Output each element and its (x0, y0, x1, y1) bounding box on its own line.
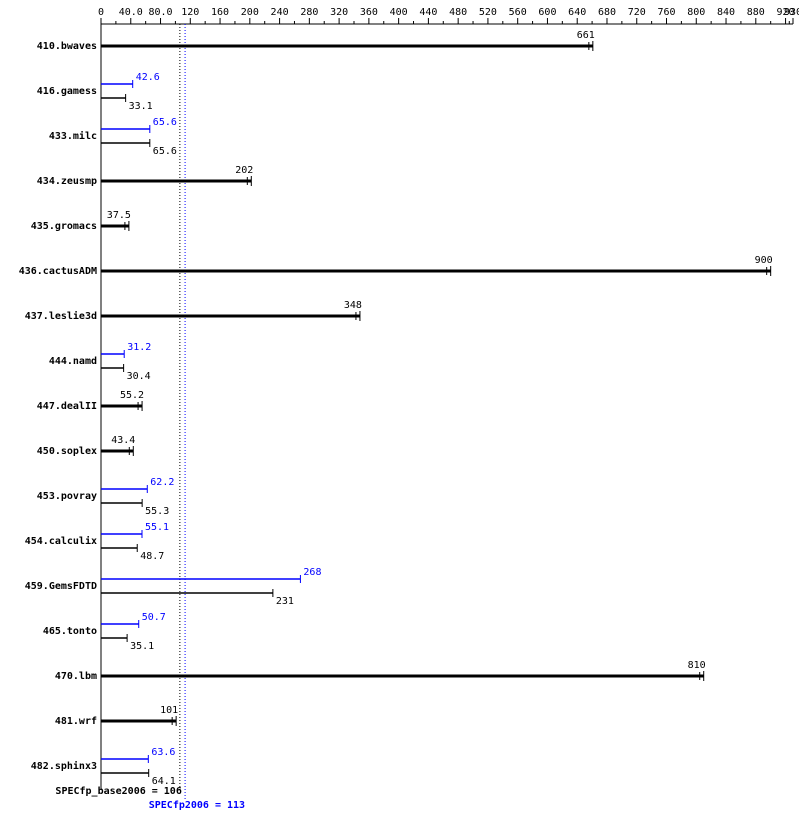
axis-tick-label: 120 (181, 7, 199, 18)
benchmark-label: 465.tonto (43, 626, 97, 637)
axis-tick-label: 480 (449, 7, 467, 18)
axis-tick-label: 320 (330, 7, 348, 18)
benchmark-label: 434.zeusmp (37, 176, 97, 187)
benchmark-label: 450.soplex (37, 446, 97, 457)
axis-tick-label: 930 (784, 7, 799, 18)
axis-tick-label: 40.0 (119, 7, 143, 18)
benchmark-label: 459.GemsFDTD (25, 581, 97, 592)
base-value: 55.2 (120, 390, 144, 401)
base-value: 348 (344, 300, 362, 311)
base-value: 30.4 (127, 371, 151, 382)
axis-tick-label: 760 (657, 7, 675, 18)
benchmark-label: 470.lbm (55, 671, 97, 682)
base-value: 202 (235, 165, 253, 176)
benchmark-label: 437.leslie3d (25, 310, 97, 322)
axis-tick-label: 680 (598, 7, 616, 18)
peak-value: 50.7 (142, 612, 166, 623)
base-value: 900 (755, 255, 773, 266)
footer-base-label: SPECfp_base2006 = 106 (55, 786, 181, 797)
peak-value: 31.2 (127, 342, 151, 353)
peak-value: 65.6 (153, 117, 177, 128)
base-value: 65.6 (153, 146, 177, 157)
benchmark-label: 416.gamess (37, 86, 97, 97)
axis-tick-label: 0 (98, 7, 104, 18)
axis-tick-label: 800 (687, 7, 705, 18)
benchmark-label: 453.povray (37, 491, 97, 502)
footer-peak-label: SPECfp2006 = 113 (149, 800, 245, 811)
benchmark-label: 454.calculix (25, 535, 97, 547)
benchmark-label: 482.sphinx3 (31, 760, 97, 772)
axis-tick-label: 280 (300, 7, 318, 18)
axis-tick-label: 600 (538, 7, 556, 18)
base-value: 661 (577, 30, 595, 41)
base-value: 37.5 (107, 210, 131, 221)
base-value: 55.3 (145, 506, 169, 517)
peak-value: 268 (303, 567, 321, 578)
peak-value: 42.6 (136, 72, 160, 83)
base-value: 43.4 (111, 435, 135, 446)
peak-value: 63.6 (151, 747, 175, 758)
axis-tick-label: 200 (241, 7, 259, 18)
benchmark-label: 447.dealII (37, 401, 97, 412)
axis-tick-label: 80.0 (148, 7, 172, 18)
base-value: 231 (276, 596, 294, 607)
axis-tick-label: 440 (419, 7, 437, 18)
axis-tick-label: 840 (717, 7, 735, 18)
axis-tick-label: 360 (360, 7, 378, 18)
base-value: 810 (688, 660, 706, 671)
axis-tick-label: 720 (628, 7, 646, 18)
axis-tick-label: 560 (509, 7, 527, 18)
axis-tick-label: 520 (479, 7, 497, 18)
benchmark-label: 433.milc (49, 130, 97, 142)
base-value: 101 (160, 705, 178, 716)
base-value: 35.1 (130, 641, 154, 652)
axis-tick-label: 240 (271, 7, 289, 18)
spec-benchmark-chart: 0 40.0 80.0 120 160 200 240 280 320 360 400 440 480 5… (0, 0, 799, 831)
axis-tick-label: 400 (390, 7, 408, 18)
benchmark-label: 481.wrf (55, 716, 97, 727)
axis-tick-label: 880 (747, 7, 765, 18)
axis-tick-label: 160 (211, 7, 229, 18)
benchmark-label: 410.bwaves (37, 41, 97, 52)
benchmark-label: 444.namd (49, 356, 97, 367)
benchmark-label: 436.cactusADM (19, 266, 97, 277)
peak-value: 55.1 (145, 522, 169, 533)
axis-tick-label: 640 (568, 7, 586, 18)
base-value: 33.1 (129, 101, 153, 112)
base-value: 48.7 (140, 551, 164, 562)
benchmark-label: 435.gromacs (31, 221, 97, 232)
peak-value: 62.2 (150, 477, 174, 488)
